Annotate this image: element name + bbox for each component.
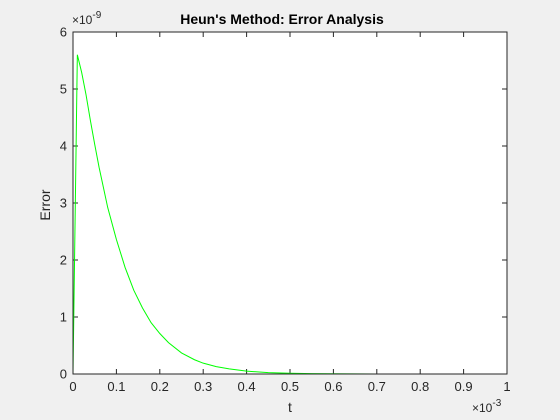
y-tick-label: 3 xyxy=(60,196,67,211)
y-tick-labels: 0 1 2 3 4 5 6 xyxy=(60,25,67,382)
axes-frame xyxy=(72,31,508,375)
y-tick-label: 5 xyxy=(60,82,67,97)
chart-title: Heun's Method: Error Analysis xyxy=(180,11,384,27)
x-axis-label: t xyxy=(288,399,292,415)
plot-area xyxy=(73,32,507,374)
x-tick-label: 0.8 xyxy=(411,379,429,394)
x-tick-label: 0 xyxy=(69,379,76,394)
svg-text:×10-9: ×10-9 xyxy=(72,10,102,27)
x-tick-label: 1 xyxy=(503,379,510,394)
svg-text:×10-3: ×10-3 xyxy=(472,398,502,415)
y-axis-label: Error xyxy=(37,189,53,220)
y-tick-label: 6 xyxy=(60,25,67,40)
y-tick-label: 1 xyxy=(60,310,67,325)
x-tick-label: 0.7 xyxy=(368,379,386,394)
x-tick-label: 0.2 xyxy=(151,379,169,394)
x-tick-label: 0.3 xyxy=(194,379,212,394)
x-tick-labels: 0 0.1 0.2 0.3 0.4 0.5 0.6 0.7 0.8 0.9 1 xyxy=(69,379,510,394)
x-tick-label: 0.9 xyxy=(455,379,473,394)
y-multiplier: ×10-9 xyxy=(72,10,102,27)
x-tick-label: 0.4 xyxy=(238,379,256,394)
x-tick-label: 0.5 xyxy=(281,379,299,394)
y-tick-label: 2 xyxy=(60,253,67,268)
y-tick-label: 0 xyxy=(60,367,67,382)
x-tick-label: 0.6 xyxy=(324,379,342,394)
y-tick-label: 4 xyxy=(60,139,67,154)
x-tick-label: 0.1 xyxy=(107,379,125,394)
x-multiplier: ×10-3 xyxy=(472,398,502,415)
